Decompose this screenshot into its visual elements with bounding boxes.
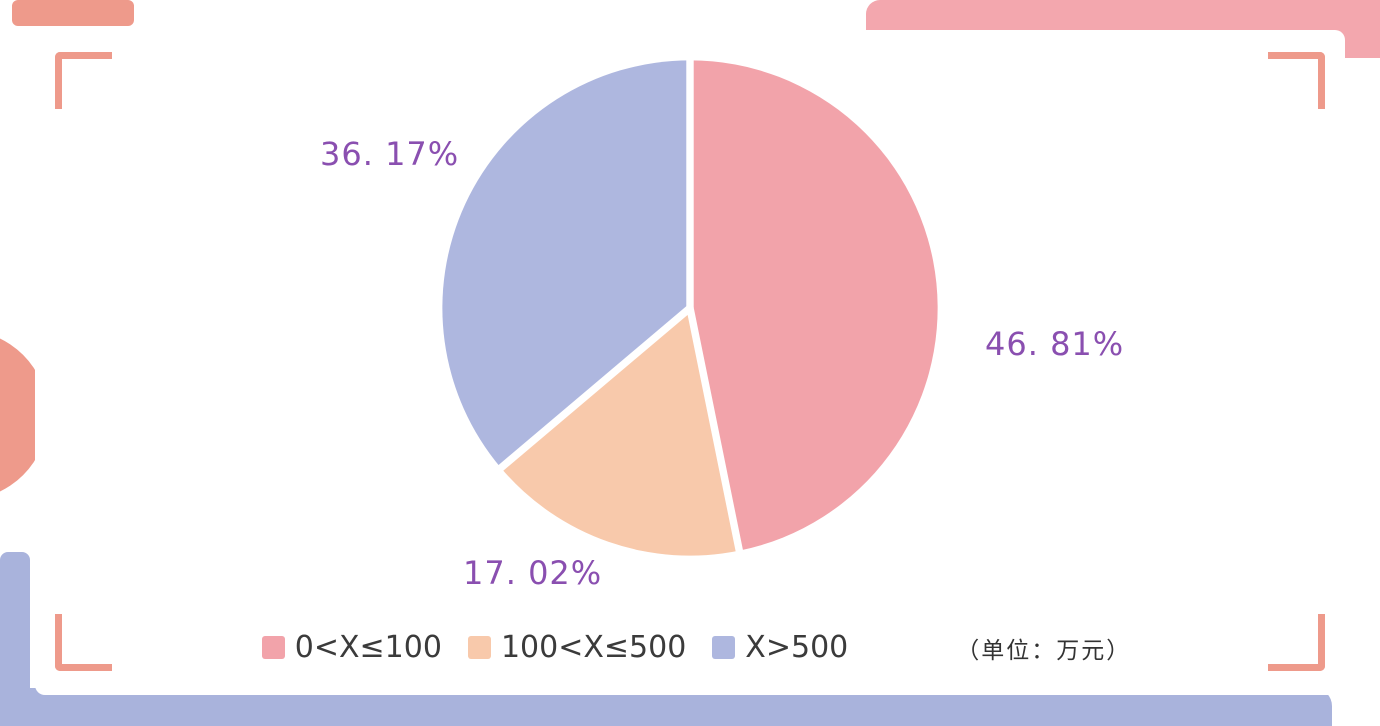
- pie-slice-1: [500, 308, 740, 556]
- legend-swatch-x-gt-500: [712, 636, 736, 659]
- corner-bracket-bottom-right-icon: [1268, 614, 1325, 671]
- pie-gap-line: [494, 305, 693, 474]
- pie-gap-line: [686, 307, 744, 557]
- legend: 0<X≤100 100<X≤500 X>500 （单位：万元）: [35, 630, 1345, 665]
- decor-top-left-bar: [12, 0, 134, 26]
- legend-label-x-gt-500: X>500: [745, 630, 849, 665]
- legend-item-100-500: 100<X≤500: [467, 630, 687, 665]
- legend-item-0-100: 0<X≤100: [261, 630, 442, 665]
- unit-note: （单位：万元）: [956, 637, 1132, 664]
- pct-label-100-500: 17. 02%: [463, 554, 603, 592]
- pie-slice-2: [442, 60, 690, 468]
- chart-card: 36. 17% 46. 81% 17. 02% 0<X≤100 100<X≤50…: [35, 30, 1345, 695]
- corner-bracket-top-right-icon: [1268, 52, 1325, 109]
- pct-label-0-100: 46. 81%: [985, 325, 1125, 363]
- pie-slice-0: [690, 60, 938, 551]
- corner-bracket-bottom-left-icon: [55, 614, 112, 671]
- legend-label-100-500: 100<X≤500: [500, 630, 687, 665]
- pie-chart-svg: [442, 55, 938, 557]
- pie-chart: [430, 48, 950, 568]
- legend-item-x-gt-500: X>500: [712, 630, 848, 665]
- pct-label-x-gt-500: 36. 17%: [320, 135, 460, 173]
- legend-label-0-100: 0<X≤100: [294, 630, 442, 665]
- legend-swatch-100-500: [467, 636, 491, 659]
- corner-bracket-top-left-icon: [55, 52, 112, 109]
- legend-swatch-0-100: [261, 636, 285, 659]
